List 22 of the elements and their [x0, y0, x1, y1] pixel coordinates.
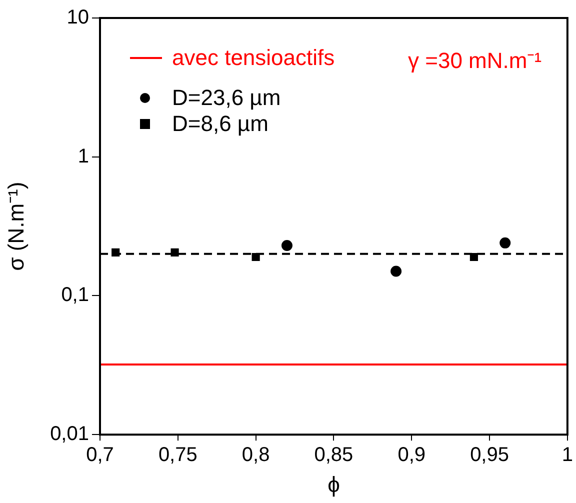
y-tick-label: 0,1	[61, 284, 89, 306]
x-tick-label: 0,75	[158, 444, 198, 466]
legend-label: D=8,6 µm	[172, 111, 268, 136]
point	[170, 248, 179, 256]
x-tick-label: 0,8	[242, 444, 270, 466]
point	[470, 252, 478, 262]
x-axis-title: ϕ	[328, 472, 340, 497]
x-tick-label: 0,9	[398, 444, 426, 466]
y-tick-label: 10	[66, 6, 89, 29]
y-tick-label: 1	[78, 145, 89, 168]
annotation: γ =30 mN.m⁻¹	[408, 48, 542, 74]
x-tick-label: 0,85	[314, 444, 354, 466]
legend-label: avec tensioactifs	[172, 45, 335, 70]
x-tick-label: 0,95	[470, 444, 509, 466]
x-tick-label: 1	[562, 444, 573, 466]
point	[281, 240, 292, 251]
legend-label: D=23,6 µm	[172, 85, 281, 110]
point	[390, 266, 402, 277]
y-tick-label: 0,01	[50, 423, 89, 446]
x-tick-label: 0,7	[86, 444, 114, 466]
y-axis-title: σ (N.m⁻¹)	[3, 182, 28, 271]
point	[500, 237, 511, 248]
